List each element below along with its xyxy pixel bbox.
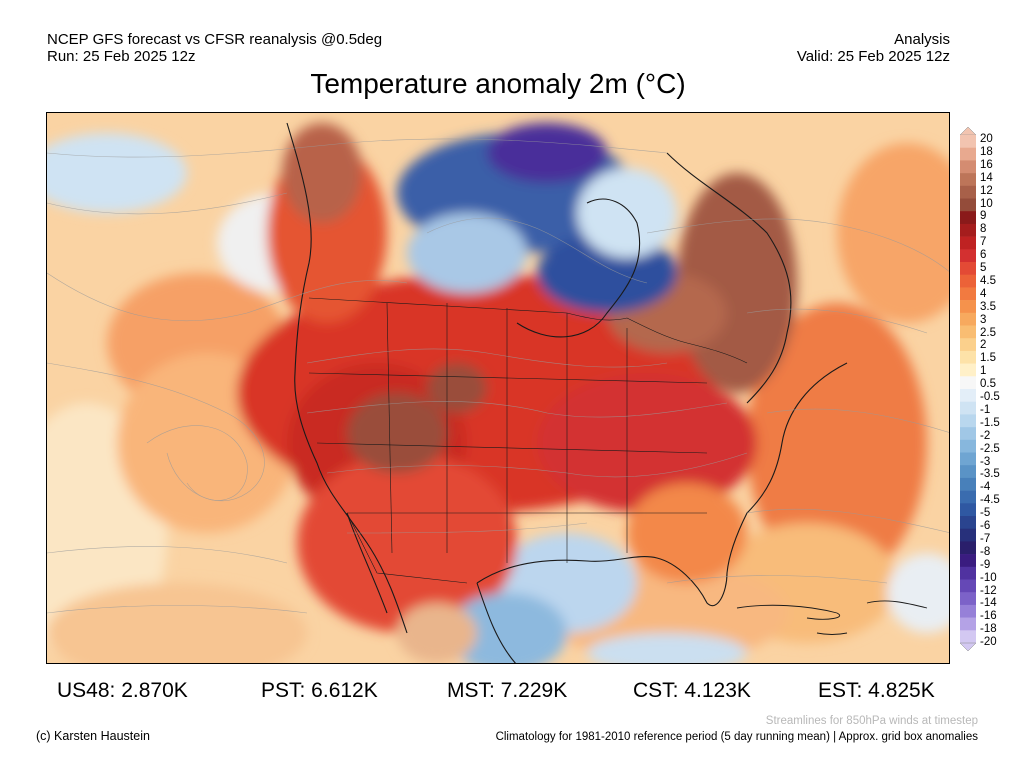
colorbar-label: 1 <box>980 365 987 378</box>
colorbar-segment <box>960 198 976 212</box>
colorbar-segment <box>960 135 976 148</box>
colorbar-label: 8 <box>980 223 987 236</box>
colorbar-label: -3 <box>980 455 991 468</box>
colorbar-segment <box>960 579 976 593</box>
colorbar-segment <box>960 185 976 199</box>
map-title: Temperature anomaly 2m (°C) <box>310 68 686 99</box>
colorbar-label: 4.5 <box>980 274 996 287</box>
colorbar-segment <box>960 376 976 390</box>
stat-mst: MST: 7.229K <box>447 679 568 702</box>
colorbar-label: 2 <box>980 339 987 352</box>
colorbar-label: -5 <box>980 507 991 520</box>
colorbar-segment <box>960 173 976 187</box>
colorbar-segment <box>960 503 976 517</box>
colorbar-segment <box>960 325 976 339</box>
regional-stats: US48: 2.870K PST: 6.612K MST: 7.229K CST… <box>0 679 1024 705</box>
colorbar-label: 18 <box>980 145 993 158</box>
colorbar-segment <box>960 490 976 504</box>
colorbar-label: -10 <box>980 571 997 584</box>
colorbar-bottom-arrow <box>959 642 977 651</box>
colorbar-segment <box>960 541 976 555</box>
colorbar-segment <box>960 592 976 606</box>
colorbar-segment <box>960 516 976 529</box>
colorbar-label: -0.5 <box>980 391 1000 403</box>
colorbar-segment <box>960 389 976 402</box>
stat-us48: US48: 2.870K <box>57 679 188 702</box>
colorbar-segment <box>960 566 976 580</box>
colorbar-segment <box>960 211 976 225</box>
colorbar-label: -9 <box>980 558 991 571</box>
colorbar-segment <box>960 401 976 415</box>
colorbar-segment <box>960 477 976 491</box>
colorbar-label: -2 <box>980 429 991 442</box>
temperature-anomaly-map <box>46 112 950 664</box>
colorbar-segment <box>960 223 976 237</box>
colorbar-segment <box>960 452 976 466</box>
colorbar-label: -16 <box>980 610 997 623</box>
colorbar-label: 0.5 <box>980 378 996 391</box>
colorbar-label: 6 <box>980 249 987 262</box>
colorbar-label: -1.5 <box>980 416 1000 429</box>
colorbar-label: -1 <box>980 403 991 416</box>
colorbar-segment <box>960 287 976 301</box>
colorbar-segment <box>960 439 976 453</box>
colorbar-label: 1.5 <box>980 352 996 365</box>
colorbar-segment <box>960 604 976 618</box>
analysis-label: Analysis <box>894 31 950 48</box>
colorbar-segment <box>960 554 976 568</box>
colorbar-label: -20 <box>980 636 997 649</box>
colorbar-label: -8 <box>980 545 991 558</box>
run-time: Run: 25 Feb 2025 12z <box>47 48 196 65</box>
colorbar-label: 3 <box>980 313 987 326</box>
colorbar-segment <box>960 312 976 326</box>
colorbar-label: -6 <box>980 520 991 532</box>
stat-est: EST: 4.825K <box>818 679 935 702</box>
credit-text: (c) Karsten Haustein <box>36 729 150 743</box>
colorbar-label: -7 <box>980 532 991 545</box>
colorbar-label: 14 <box>980 171 993 184</box>
colorbar-label: -12 <box>980 584 997 597</box>
colorbar-label: -4 <box>980 481 991 494</box>
colorbar-segment <box>960 300 976 314</box>
colorbar-segment <box>960 414 976 428</box>
streamlines-note: Streamlines for 850hPa winds at timestep <box>765 715 978 727</box>
colorbar-segment <box>960 528 976 542</box>
colorbar-label: -18 <box>980 623 997 636</box>
colorbar-segment <box>960 630 976 644</box>
colorbar-label: 4 <box>980 287 987 300</box>
colorbar-segment <box>960 236 976 250</box>
model-run-description: NCEP GFS forecast vs CFSR reanalysis @0.… <box>47 31 383 48</box>
colorbar-label: 10 <box>980 197 993 210</box>
colorbar-segment <box>960 363 976 377</box>
colorbar-segment <box>960 147 976 161</box>
colorbar-label: -2.5 <box>980 442 1000 455</box>
colorbar-label: 2.5 <box>980 326 996 339</box>
colorbar-segment <box>960 338 976 352</box>
colorbar-segment <box>960 465 976 479</box>
colorbar-label: -14 <box>980 597 997 610</box>
colorbar-segment <box>960 617 976 631</box>
valid-time: Valid: 25 Feb 2025 12z <box>796 48 950 65</box>
colorbar-segment <box>960 262 976 275</box>
colorbar-segment <box>960 249 976 263</box>
colorbar-label: 7 <box>980 236 987 249</box>
colorbar-segment <box>960 427 976 441</box>
colorbar <box>959 127 977 651</box>
colorbar-segment <box>960 160 976 174</box>
climatology-note: Climatology for 1981-2010 reference peri… <box>495 731 978 743</box>
colorbar-segment <box>960 274 976 288</box>
colorbar-label: 12 <box>980 184 993 197</box>
colorbar-label: 9 <box>980 210 987 223</box>
stat-cst: CST: 4.123K <box>633 679 751 702</box>
colorbar-label: 5 <box>980 262 987 274</box>
colorbar-label: -4.5 <box>980 494 1000 507</box>
colorbar-top-arrow <box>959 127 977 136</box>
colorbar-label: -3.5 <box>980 468 1000 481</box>
colorbar-label: 3.5 <box>980 300 996 313</box>
stat-pst: PST: 6.612K <box>261 679 378 702</box>
colorbar-label: 20 <box>980 133 993 145</box>
colorbar-segment <box>960 350 976 364</box>
colorbar-label: 16 <box>980 158 993 171</box>
